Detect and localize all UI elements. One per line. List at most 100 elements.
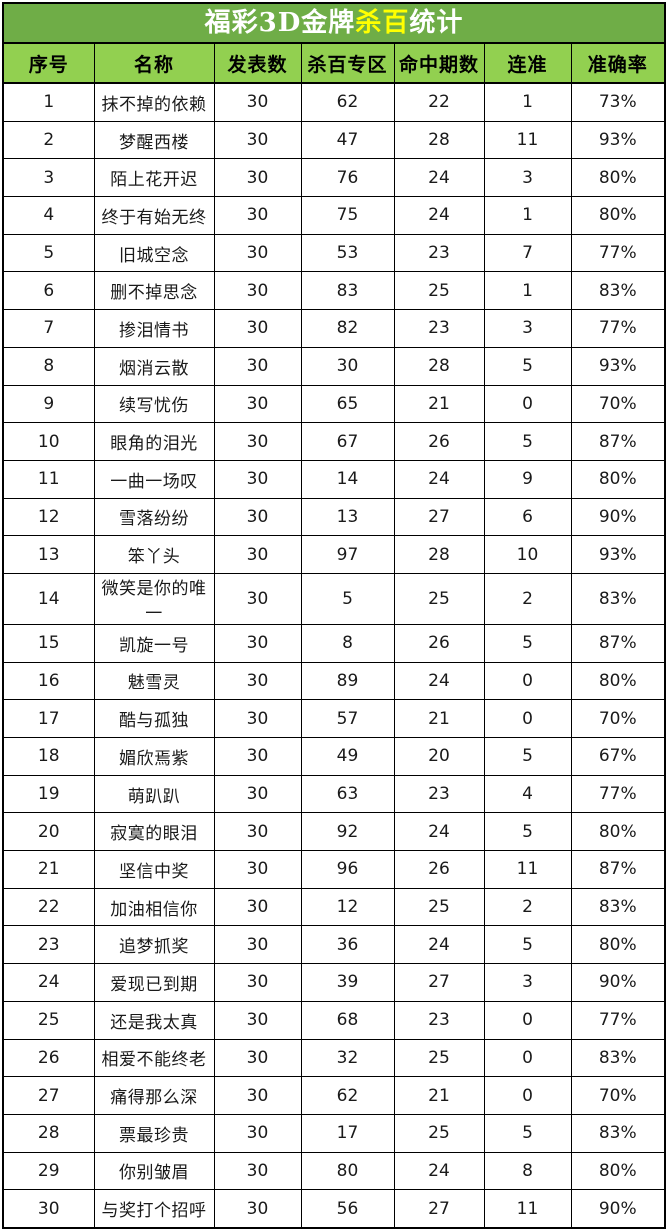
table-row[interactable]: 27 痛得那么深 30 62 21 0 70% [2,1076,666,1115]
cell-name: 掺泪情书 [93,309,215,348]
table-row[interactable]: 17 酷与孤独 30 57 21 0 70% [2,699,666,738]
cell-published: 30 [213,158,302,198]
cell-zone: 67 [300,422,395,461]
column-header-name: 名称 [93,42,215,84]
table-row[interactable]: 25 还是我太真 30 68 23 0 77% [2,1000,666,1040]
table-row[interactable]: 8 烟消云散 30 30 28 5 93% [2,346,666,386]
cell-published: 30 [213,623,302,663]
cell-zone: 12 [300,887,395,927]
cell-hits: 24 [393,196,485,235]
cell-published: 30 [213,497,302,537]
cell-hits: 24 [393,812,485,852]
cell-accuracy: 67% [570,737,666,776]
table-row[interactable]: 13 笨丫头 30 97 28 10 93% [2,535,666,574]
cell-hits: 26 [393,850,485,889]
cell-name: 萌趴趴 [93,774,215,814]
cell-accuracy: 80% [570,661,666,701]
table-row[interactable]: 30 与奖打个招呼 30 56 27 11 90% [2,1189,666,1229]
cell-published: 30 [213,120,302,160]
table-row[interactable]: 1 抹不掉的依赖 30 62 22 1 73% [2,82,666,122]
cell-hits: 25 [393,572,485,625]
cell-zone: 8 [300,623,395,663]
cell-name: 雪落纷纷 [93,497,215,537]
cell-hits: 26 [393,422,485,461]
cell-name: 删不掉思念 [93,271,215,311]
cell-streak: 5 [483,346,572,386]
table-row[interactable]: 12 雪落纷纷 30 13 27 6 90% [2,497,666,537]
table-row[interactable]: 26 相爱不能终老 30 32 25 0 83% [2,1038,666,1078]
column-header-published: 发表数 [213,42,302,84]
cell-zone: 47 [300,120,395,160]
table-row[interactable]: 14 微笑是你的唯一 30 5 25 2 83% [2,572,666,625]
table-row[interactable]: 7 掺泪情书 30 82 23 3 77% [2,309,666,348]
cell-published: 30 [213,887,302,927]
cell-streak: 5 [483,925,572,965]
table-row[interactable]: 9 续写忧伤 30 65 21 0 70% [2,384,666,424]
table-row[interactable]: 16 魅雪灵 30 89 24 0 80% [2,661,666,701]
cell-zone: 82 [300,309,395,348]
cell-accuracy: 73% [570,82,666,122]
cell-index: 14 [2,572,95,625]
cell-index: 25 [2,1000,95,1040]
cell-published: 30 [213,1000,302,1040]
cell-hits: 24 [393,459,485,499]
table-row[interactable]: 24 爱现已到期 30 39 27 3 90% [2,963,666,1002]
table-row[interactable]: 4 终于有始无终 30 75 24 1 80% [2,196,666,235]
cell-streak: 2 [483,887,572,927]
cell-hits: 23 [393,233,485,273]
cell-index: 3 [2,158,95,198]
cell-name: 一曲一场叹 [93,459,215,499]
table-row[interactable]: 22 加油相信你 30 12 25 2 83% [2,887,666,927]
table-row[interactable]: 21 坚信中奖 30 96 26 11 87% [2,850,666,889]
cell-streak: 1 [483,82,572,122]
table-title-row: 福彩3D金牌杀百统计 [1,2,667,44]
table-row[interactable]: 23 追梦抓奖 30 36 24 5 80% [2,925,666,965]
cell-streak: 4 [483,774,572,814]
cell-published: 30 [213,850,302,889]
cell-streak: 0 [483,1000,572,1040]
cell-hits: 27 [393,963,485,1002]
cell-published: 30 [213,422,302,461]
cell-index: 4 [2,196,95,235]
table-row[interactable]: 5 旧城空念 30 53 23 7 77% [2,233,666,273]
cell-accuracy: 70% [570,1076,666,1115]
cell-published: 30 [213,384,302,424]
cell-accuracy: 83% [570,572,666,625]
cell-name: 魅雪灵 [93,661,215,701]
cell-streak: 1 [483,271,572,311]
cell-accuracy: 80% [570,196,666,235]
table-row[interactable]: 20 寂寞的眼泪 30 92 24 5 80% [2,812,666,852]
cell-hits: 23 [393,1000,485,1040]
table-row[interactable]: 15 凯旋一号 30 8 26 5 87% [2,623,666,663]
cell-zone: 49 [300,737,395,776]
cell-published: 30 [213,1113,302,1153]
cell-hits: 27 [393,1189,485,1229]
cell-index: 18 [2,737,95,776]
cell-name: 还是我太真 [93,1000,215,1040]
cell-streak: 11 [483,1189,572,1229]
table-row[interactable]: 10 眼角的泪光 30 67 26 5 87% [2,422,666,461]
cell-published: 30 [213,271,302,311]
cell-accuracy: 80% [570,925,666,965]
cell-published: 30 [213,535,302,574]
table-row[interactable]: 11 一曲一场叹 30 14 24 9 80% [2,459,666,499]
cell-zone: 65 [300,384,395,424]
cell-accuracy: 77% [570,233,666,273]
cell-name: 眼角的泪光 [93,422,215,461]
table-row[interactable]: 6 删不掉思念 30 83 25 1 83% [2,271,666,311]
table-row[interactable]: 28 票最珍贵 30 17 25 5 83% [2,1113,666,1153]
table-row[interactable]: 29 你别皱眉 30 80 24 8 80% [2,1151,666,1191]
page-title: 福彩3D金牌杀百统计 [1,2,667,44]
cell-zone: 80 [300,1151,395,1191]
cell-zone: 57 [300,699,395,738]
cell-hits: 25 [393,1113,485,1153]
cell-zone: 39 [300,963,395,1002]
table-row[interactable]: 18 媚欣焉紫 30 49 20 5 67% [2,737,666,776]
cell-published: 30 [213,82,302,122]
table-row[interactable]: 3 陌上花开迟 30 76 24 3 80% [2,158,666,198]
table-row[interactable]: 19 萌趴趴 30 63 23 4 77% [2,774,666,814]
cell-index: 23 [2,925,95,965]
table-row[interactable]: 2 梦醒西楼 30 47 28 11 93% [2,120,666,160]
cell-accuracy: 83% [570,271,666,311]
cell-index: 16 [2,661,95,701]
